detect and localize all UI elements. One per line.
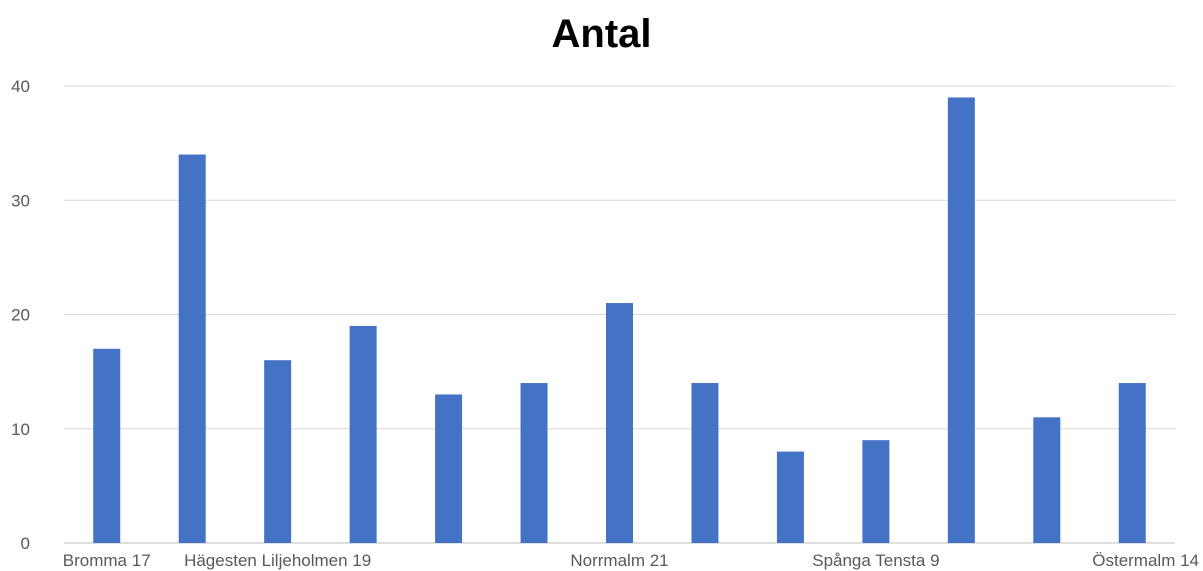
y-tick-label: 40 — [11, 77, 30, 96]
y-tick-label: 20 — [11, 306, 30, 325]
bar — [1033, 417, 1061, 543]
y-tick-label: 10 — [11, 420, 30, 439]
chart-title: Antal — [551, 12, 652, 56]
bar — [93, 348, 121, 543]
bar — [178, 154, 206, 544]
y-tick-label: 30 — [11, 191, 30, 210]
bar — [520, 383, 548, 543]
x-category-label: Norrmalm 21 — [570, 551, 668, 570]
x-category-label: Östermalm 14 — [1092, 551, 1199, 570]
bar — [349, 325, 377, 543]
bar — [776, 451, 804, 543]
bar — [947, 97, 975, 544]
bar — [264, 360, 292, 543]
y-tick-label: 0 — [21, 534, 30, 553]
x-category-label: Bromma 17 — [63, 551, 151, 570]
bar — [606, 303, 633, 543]
bar — [1118, 383, 1146, 543]
x-category-label: Spånga Tensta 9 — [812, 551, 939, 570]
x-category-label: Hägesten Liljeholmen 19 — [184, 551, 371, 570]
bar — [691, 383, 719, 543]
bar — [435, 394, 463, 543]
bar — [862, 440, 890, 543]
